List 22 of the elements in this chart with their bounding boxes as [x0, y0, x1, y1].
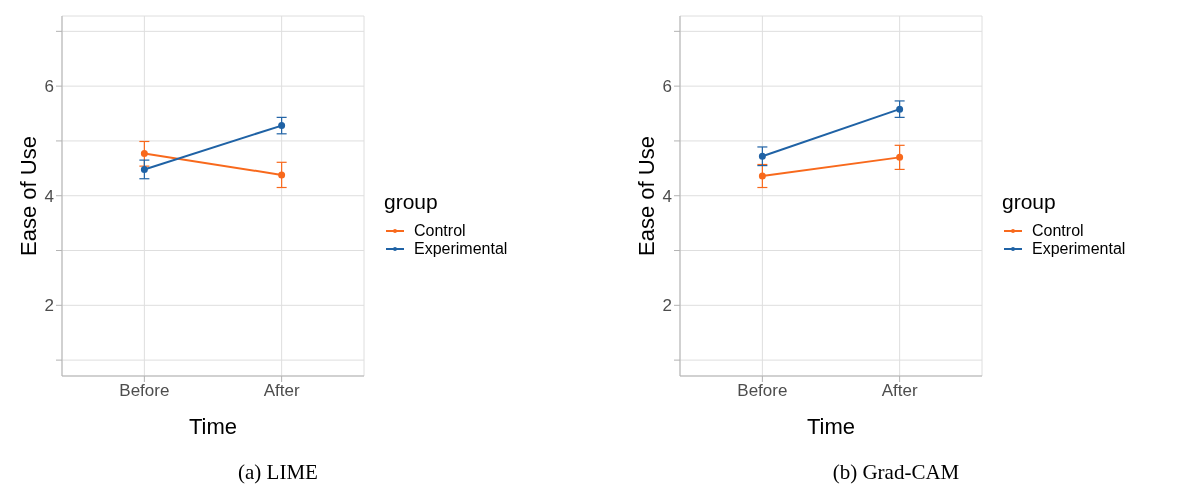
legend-label: Experimental [414, 240, 508, 258]
legend-title: group [384, 190, 439, 214]
text: (b) Grad-CAM [831, 460, 961, 485]
x-tick-label: After [881, 381, 918, 401]
legend-label: Control [1032, 222, 1084, 240]
y-tick-label: 4 [662, 186, 672, 206]
legend-label: Experimental [1032, 240, 1126, 258]
y-tick-label: 6 [44, 77, 54, 97]
y-tick-label: 4 [44, 186, 54, 206]
y-tick-label: 2 [662, 296, 672, 316]
y-tick-label: 2 [44, 296, 54, 316]
x-axis-title: Time [188, 414, 238, 439]
x-axis-title: Time [806, 414, 856, 439]
y-tick-label: 6 [662, 77, 672, 97]
legend-label: Control [414, 222, 466, 240]
x-tick-label: After [263, 381, 300, 401]
y-axis-title: Ease of Use [633, 136, 659, 256]
text: (a) LIME [237, 460, 319, 485]
x-tick-label: Before [737, 381, 788, 401]
x-tick-label: Before [119, 381, 170, 401]
legend-title: group [1002, 190, 1057, 214]
y-axis-title: Ease of Use [15, 136, 41, 256]
